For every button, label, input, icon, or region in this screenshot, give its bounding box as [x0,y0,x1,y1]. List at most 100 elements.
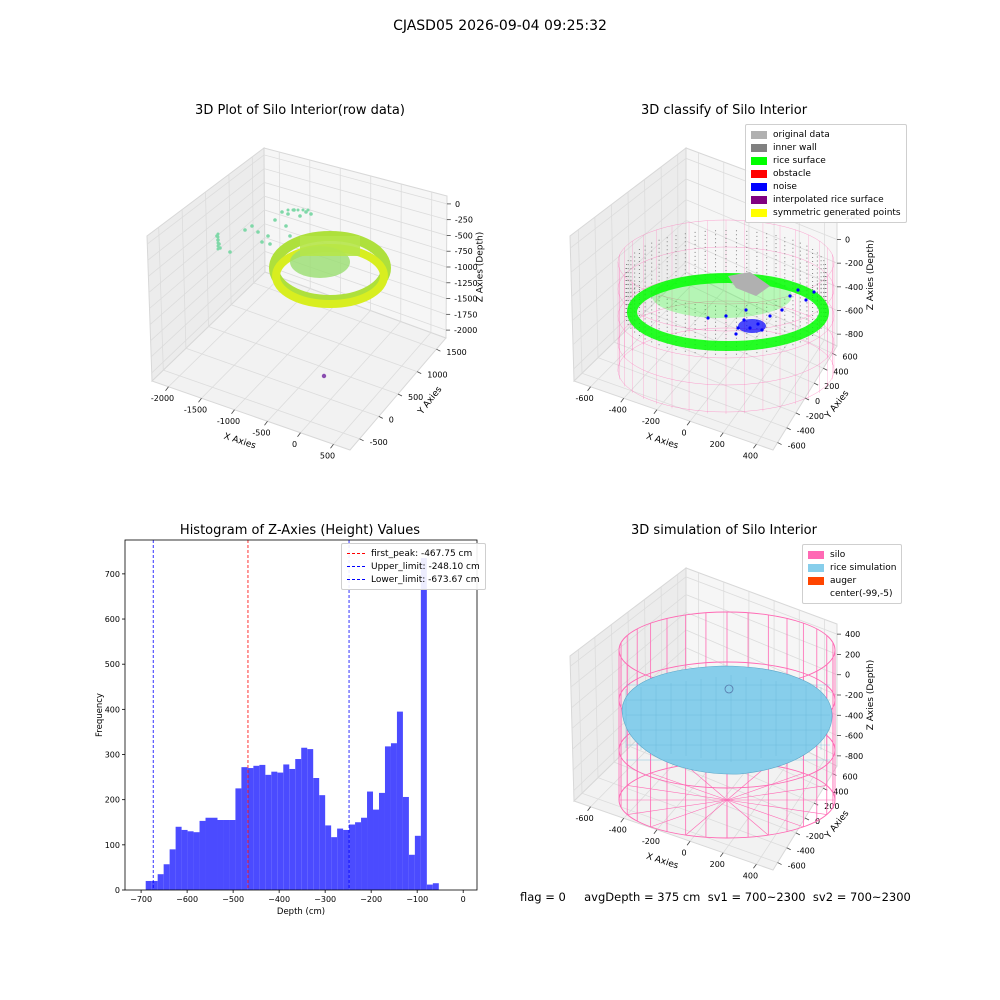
panel4-y-tick [813,802,819,806]
panel4-x-axis-label: X Axies [645,852,680,872]
raw-point [288,234,292,238]
y-tick-label: 400 [105,705,120,714]
auger-marker [724,684,734,694]
noise-point [724,314,728,318]
histogram-bar [313,778,320,890]
panel2-gridline [660,166,663,296]
histogram-bar [151,880,158,890]
panel2-gridline [577,229,583,374]
histogram-plot: −700 −600 −500 −400 −300 −200 −100 0 0 100 200 300 4… [95,539,478,917]
raw-point [216,235,220,239]
legend-swatch [808,590,824,598]
rice-surface-fill [652,274,792,318]
panel4-legend: silo rice simulation auger center(-99,-5… [802,544,903,604]
raw-top-points [300,236,360,256]
panel2-x-tick-label: -600 [576,394,594,403]
panel1-gridline [208,326,399,395]
x-tick-label: −100 [406,895,428,904]
histogram-bar [145,880,152,890]
legend-item: first_peak: -467.75 cm [347,547,480,560]
noise-point [734,332,738,336]
legend-item: symmetric generated points [751,206,901,219]
histogram-bar [163,864,170,890]
panel1-gridline [185,347,379,417]
panel1-y-tick [397,393,403,397]
histogram-bar [235,788,242,890]
panel4-gridline [613,761,797,834]
panel4-3d-plot: -600 -400 -200 0 200 400 -600 -400 -200 0 200 400 60… [569,566,876,880]
legend-line [347,579,365,580]
panel2-y-tick-label: -400 [797,427,815,436]
rice-surface-ring [627,273,829,351]
histogram-bar [396,711,403,890]
panel2-x-tick [587,386,591,391]
panel2-x-tick-label: -400 [609,405,627,414]
legend-swatch [751,195,767,204]
panel4-x-tick-label: -400 [609,825,627,834]
legend-item: noise [751,180,901,193]
silo-floor-wire [650,799,728,828]
raw-point [298,214,302,218]
histogram-bar [343,829,350,890]
silo-floor-wire [726,772,804,801]
histogram-bar [367,791,374,890]
panel2-gridline [597,357,787,429]
panel2-x-tick [686,421,691,426]
histogram-bar [349,824,356,890]
y-tick-label: 700 [105,570,120,579]
panel2-x-tick [620,398,625,403]
legend-item: rice surface [751,154,901,167]
panel2-z-tick-label: -400 [845,283,863,292]
panel1-y-tick [359,438,364,442]
histogram-bar [259,764,266,890]
histogram-bar [390,743,397,890]
raw-point [216,232,220,236]
histogram-bar [187,831,194,890]
panel2-y-tick-label: 0 [815,397,820,406]
panel1-x-tick [198,398,202,403]
panel2-x-tick [653,409,658,414]
histogram-bar [253,765,260,890]
x-tick-label: −500 [222,895,244,904]
raw-point [216,247,220,251]
panel2-z-tick-label: 0 [845,236,850,245]
legend-item: silo [808,548,896,561]
panel1-x-tick-label: -2000 [151,394,174,403]
panel1-z-axis-label: Z Axies (Depth) [476,232,486,303]
panel3-title: Histogram of Z-Axies (Height) Values [179,523,421,538]
legend-swatch [751,182,767,191]
panel2-y-axis-label: Y Axies [823,389,852,422]
x-tick-label: −600 [176,895,198,904]
raw-point [266,234,270,238]
silo-floor-wire [726,799,769,836]
raw-point [301,208,305,212]
status-line: flag = 0 avgDepth = 375 cm sv1 = 700~230… [520,890,911,904]
noise-point [804,298,808,302]
panel4-x-tick-label: -200 [642,837,660,846]
noise-point [744,308,748,312]
raw-point [250,224,254,228]
x-tick-label: −700 [130,895,152,904]
panel4-gridline [581,792,778,863]
y-tick-label: 300 [105,751,120,760]
panel1-title: 3D Plot of Silo Interior(row data) [195,103,405,118]
panel4-x-tick [719,852,724,857]
histogram-bar [319,795,326,890]
panel4-z-tick-label: -400 [845,711,863,720]
raw-point [260,240,264,244]
histogram-bar [181,829,188,890]
panel2-gridline [611,204,615,343]
legend-swatch [751,169,767,178]
x-tick-label: 0 [461,895,466,904]
panel1-gridline [149,209,447,309]
x-tick-label: −400 [268,895,290,904]
panel1-gridline [150,250,447,358]
panel1-x-tick [330,444,334,449]
raw-point [243,228,247,232]
panel1-gridline [147,168,447,261]
panel2-x-tick-label: 200 [710,440,725,449]
panel1-y-tick [436,348,441,352]
panel2-y-tick-label: -200 [806,412,824,421]
legend-line [347,553,365,554]
histogram-bar [229,820,236,890]
